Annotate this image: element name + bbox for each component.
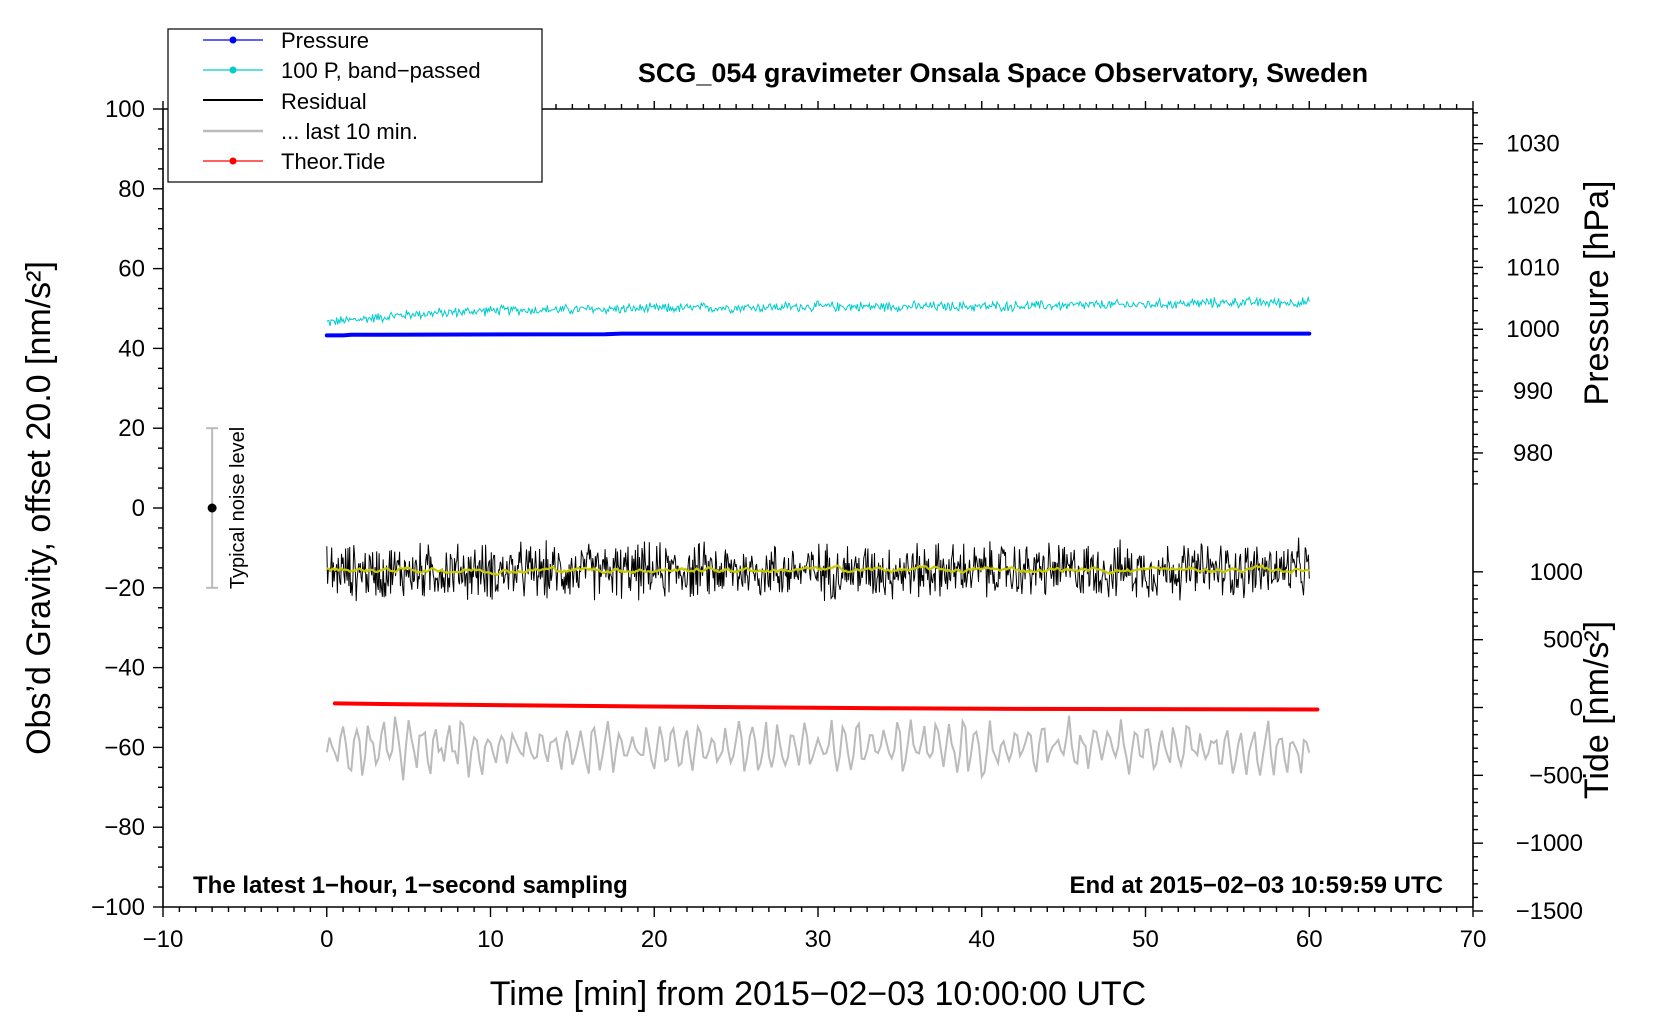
legend-box: [167, 28, 543, 183]
chart-title: SCG_054 gravimeter Onsala Space Observat…: [638, 58, 1368, 88]
sampling-annotation: The latest 1−hour, 1−second sampling: [193, 872, 628, 899]
x-tick-label: 30: [805, 926, 832, 953]
x-axis-title: Time [min] from 2015−02−03 10:00:00 UTC: [490, 975, 1146, 1013]
series-100-p-band-passed-line: [326, 295, 1310, 326]
y-tick-label: 100: [105, 96, 145, 123]
pressure-tick-label: 1010: [1506, 254, 1559, 281]
legend-item-bandpassed: 100 P, band−passed: [203, 58, 481, 83]
y-tick-label: −100: [91, 894, 145, 921]
pressure-tick-label: 1000: [1506, 316, 1559, 343]
legend-item-pressure: Pressure: [203, 28, 369, 53]
pressure-tick-label: 990: [1513, 378, 1553, 405]
legend-label-bandpassed: 100 P, band−passed: [281, 58, 481, 83]
y-tick-label: −80: [104, 814, 145, 841]
legend-marker-bandpassed: [229, 66, 237, 74]
legend-item-residual: Residual: [203, 89, 367, 114]
x-tick-label: 0: [320, 926, 333, 953]
series-layer: [324, 295, 1320, 781]
x-tick-label: 50: [1132, 926, 1159, 953]
series-last-10-min-line: [325, 715, 1311, 781]
noise-level-bar: Typical noise level: [206, 427, 249, 589]
tide-tick-label: 0: [1570, 695, 1583, 722]
tide-tick-label: −500: [1529, 762, 1583, 789]
legend-marker-pressure: [229, 36, 237, 44]
legend-item-last-10-min: ... last 10 min.: [203, 119, 418, 144]
series-theor-tide-line: [332, 701, 1320, 712]
y-tick-label: 60: [118, 256, 145, 283]
y-tick-label: 20: [118, 415, 145, 442]
tide-tick-label: −1500: [1516, 898, 1583, 925]
legend: Pressure 100 P, band−passed Residual ...…: [167, 28, 543, 183]
legend-label-last-10-min: ... last 10 min.: [281, 119, 418, 144]
x-tick-label: −10: [143, 926, 184, 953]
y-axis-title: Obs’d Gravity, offset 20.0 [nm/s²]: [20, 261, 58, 755]
x-tick-label: 70: [1460, 926, 1487, 953]
legend-label-theor-tide: Theor.Tide: [281, 149, 385, 174]
legend-item-theor-tide: Theor.Tide: [203, 149, 385, 174]
legend-label-pressure: Pressure: [281, 28, 369, 53]
y-tick-label: −60: [104, 734, 145, 761]
pressure-tick-label: 980: [1513, 440, 1553, 467]
noise-level-label: Typical noise level: [227, 427, 249, 589]
pressure-tick-label: 1020: [1506, 193, 1559, 220]
noise-bar-dot: [207, 503, 217, 513]
x-tick-label: 20: [641, 926, 668, 953]
y-tick-label: 80: [118, 176, 145, 203]
end-time-annotation: End at 2015−02−03 10:59:59 UTC: [1069, 872, 1443, 899]
y-tick-label: −20: [104, 575, 145, 602]
x-tick-label: 60: [1296, 926, 1323, 953]
legend-marker-theor-tide: [229, 157, 237, 165]
legend-label-residual: Residual: [281, 89, 367, 114]
series-residual-line: [326, 537, 1310, 602]
pressure-axis-title: Pressure [hPa]: [1578, 181, 1616, 406]
y-tick-label: 0: [132, 495, 145, 522]
tide-tick-label: −1000: [1516, 830, 1583, 857]
y-tick-label: 40: [118, 335, 145, 362]
tide-axis-title: Tide [nm/s²]: [1578, 621, 1616, 799]
series-residual-smoothed-line: [326, 564, 1310, 577]
tick-layer: [153, 101, 1483, 917]
tick-label-layer: −10 0 10 20 30 40 50 60 70100806040200−20−40−60−…: [91, 96, 1583, 953]
tide-tick-label: 1000: [1530, 559, 1583, 586]
series-pressure-line: [324, 331, 1312, 338]
pressure-tick-label: 1030: [1506, 131, 1559, 158]
y-tick-label: −40: [104, 655, 145, 682]
tide-tick-label: 500: [1543, 627, 1583, 654]
x-tick-label: 10: [477, 926, 504, 953]
x-tick-label: 40: [968, 926, 995, 953]
